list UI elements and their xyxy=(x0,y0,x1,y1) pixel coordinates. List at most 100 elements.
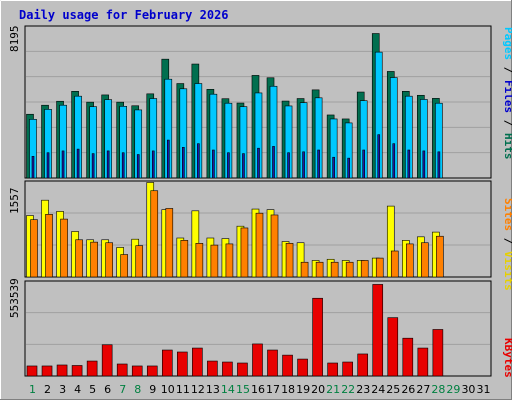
day-label-28: 28 xyxy=(431,383,445,396)
bar-kbytes-day-9 xyxy=(146,365,158,377)
bar-kbytes-day-8 xyxy=(131,365,143,377)
bar-visits-day-19 xyxy=(296,242,305,278)
bar-pages-day-18 xyxy=(287,152,290,179)
y-max-label-kbytes: 553539 xyxy=(8,278,21,318)
bar-sites-day-13 xyxy=(210,244,219,278)
bar-sites-day-3 xyxy=(60,218,68,278)
day-label-20: 20 xyxy=(311,383,325,396)
legend-part-2-0: KBytes xyxy=(502,338,512,378)
day-label-9: 9 xyxy=(149,383,156,396)
day-label-5: 5 xyxy=(89,383,96,396)
day-label-2: 2 xyxy=(44,383,51,396)
bar-sites-day-10 xyxy=(165,208,174,278)
bar-pages-day-13 xyxy=(212,149,215,179)
bar-kbytes-day-26 xyxy=(402,337,414,377)
bar-pages-day-21 xyxy=(332,156,335,179)
bar-sites-day-9 xyxy=(150,190,159,278)
panel-hits-files-pages xyxy=(24,25,492,179)
bar-sites-day-26 xyxy=(406,243,414,278)
bar-sites-day-6 xyxy=(105,242,113,278)
bar-sites-day-19 xyxy=(300,261,309,278)
bar-pages-day-6 xyxy=(106,150,110,179)
bar-sites-day-24 xyxy=(375,257,384,278)
day-label-4: 4 xyxy=(74,383,81,396)
day-label-26: 26 xyxy=(401,383,415,396)
bar-kbytes-day-24 xyxy=(372,284,384,377)
legend-part-0-0: Pages xyxy=(502,27,512,60)
bar-pages-day-9 xyxy=(151,150,155,179)
bar-sites-day-2 xyxy=(45,214,53,278)
bar-sites-day-5 xyxy=(90,241,98,278)
bar-pages-day-4 xyxy=(76,148,80,179)
bar-pages-day-14 xyxy=(227,152,230,179)
bar-pages-day-19 xyxy=(302,151,305,179)
bar-kbytes-day-3 xyxy=(56,364,68,377)
day-label-25: 25 xyxy=(386,383,400,396)
bar-kbytes-day-25 xyxy=(387,317,399,377)
day-label-31: 31 xyxy=(476,383,490,396)
legend-pages-files-hits: Pages / Files / Hits xyxy=(502,27,512,160)
day-label-15: 15 xyxy=(236,383,250,396)
legend-kbytes: KBytes xyxy=(502,338,512,378)
bar-kbytes-day-22 xyxy=(342,361,353,377)
bar-pages-day-8 xyxy=(136,154,140,179)
bar-kbytes-day-2 xyxy=(41,365,53,377)
day-label-19: 19 xyxy=(296,383,310,396)
bar-sites-day-7 xyxy=(120,254,128,278)
bar-kbytes-day-19 xyxy=(297,358,308,377)
day-labels: 1 2 3 4 5 6 7 8 9 10 11 12 13 14 15 16 17 18 19 20 21 22 23 24 2… xyxy=(29,383,490,396)
bar-kbytes-day-5 xyxy=(86,360,98,377)
legend-part-0-2: Files xyxy=(502,80,512,113)
day-label-8: 8 xyxy=(134,383,141,396)
bar-pages-day-24 xyxy=(377,134,381,179)
bar-kbytes-day-1 xyxy=(26,365,38,377)
bar-pages-day-23 xyxy=(362,149,366,179)
bar-sites-day-16 xyxy=(255,212,264,278)
bar-pages-day-7 xyxy=(121,152,125,179)
day-label-1: 1 xyxy=(29,383,36,396)
day-label-7: 7 xyxy=(119,383,126,396)
bar-pages-day-22 xyxy=(347,157,350,179)
day-label-29: 29 xyxy=(446,383,460,396)
bar-kbytes-day-20 xyxy=(312,297,323,377)
bar-sites-day-8 xyxy=(135,245,144,278)
day-label-13: 13 xyxy=(206,383,220,396)
day-label-22: 22 xyxy=(341,383,355,396)
bar-pages-day-15 xyxy=(242,153,245,179)
bar-sites-day-20 xyxy=(315,261,324,278)
day-label-3: 3 xyxy=(59,383,66,396)
bar-kbytes-day-21 xyxy=(327,362,338,377)
panel-visits-sites xyxy=(24,180,492,278)
day-label-14: 14 xyxy=(221,383,235,396)
bar-pages-day-3 xyxy=(61,150,65,179)
day-label-10: 10 xyxy=(161,383,175,396)
bar-kbytes-day-6 xyxy=(101,344,113,377)
day-label-21: 21 xyxy=(326,383,340,396)
day-label-12: 12 xyxy=(191,383,205,396)
bar-kbytes-day-10 xyxy=(161,349,173,377)
bar-sites-day-27 xyxy=(421,242,429,278)
day-label-30: 30 xyxy=(461,383,475,396)
day-label-27: 27 xyxy=(416,383,430,396)
bar-kbytes-day-15 xyxy=(237,362,248,377)
bar-sites-day-1 xyxy=(30,219,38,278)
bar-kbytes-day-16 xyxy=(252,343,263,377)
legend-part-0-3: / xyxy=(502,113,512,133)
bar-kbytes-day-28 xyxy=(432,329,444,377)
bar-kbytes-day-11 xyxy=(177,351,188,377)
chart-title: Daily usage for February 2026 xyxy=(19,8,229,22)
bar-sites-day-21 xyxy=(330,261,339,278)
legend-part-1-0: Sites xyxy=(502,198,512,231)
bar-pages-day-2 xyxy=(46,152,50,179)
day-label-23: 23 xyxy=(356,383,370,396)
bar-pages-day-26 xyxy=(407,149,411,179)
legend-part-1-1: / xyxy=(502,231,512,251)
bar-kbytes-day-4 xyxy=(71,365,83,377)
day-label-24: 24 xyxy=(371,383,385,396)
bar-pages-day-1 xyxy=(31,156,35,179)
bar-kbytes-day-7 xyxy=(116,363,128,377)
legend-part-0-1: / xyxy=(502,60,512,80)
day-label-6: 6 xyxy=(104,383,111,396)
bar-kbytes-day-14 xyxy=(222,361,233,377)
